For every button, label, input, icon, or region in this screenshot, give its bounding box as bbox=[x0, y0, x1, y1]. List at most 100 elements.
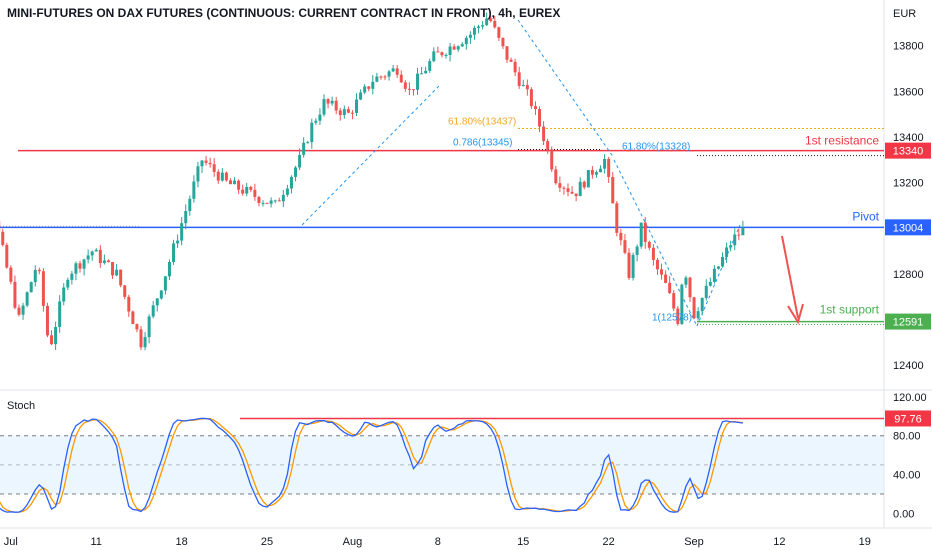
candle-body bbox=[436, 51, 440, 53]
stoch-tick-label: 120.00 bbox=[893, 392, 927, 404]
candle-body bbox=[460, 44, 464, 47]
candle-body bbox=[647, 241, 651, 248]
candle-body bbox=[570, 191, 574, 194]
candle-body bbox=[318, 114, 322, 121]
stoch-title: Stoch bbox=[7, 400, 35, 412]
stoch-tick-label: 40.00 bbox=[893, 470, 921, 482]
candle-body bbox=[302, 142, 306, 155]
candle-body bbox=[440, 52, 444, 56]
candle-body bbox=[33, 269, 37, 283]
time-tick-label: 25 bbox=[261, 536, 273, 548]
candle-body bbox=[233, 180, 237, 185]
candle-body bbox=[155, 298, 159, 306]
candle-body bbox=[237, 180, 241, 190]
chart-title: MINI-FUTURES ON DAX FUTURES (CONTINUOUS:… bbox=[7, 6, 560, 20]
candle-body bbox=[721, 256, 725, 267]
candle-body bbox=[269, 200, 273, 204]
candle-body bbox=[13, 281, 17, 308]
candle-body bbox=[493, 20, 497, 28]
candle-body bbox=[452, 46, 456, 50]
candle-body bbox=[533, 106, 537, 110]
candle-body bbox=[554, 169, 558, 184]
fib-label-0786: 0.786(13345) bbox=[453, 137, 513, 148]
stoch-k-line bbox=[0, 417, 743, 513]
candle-body bbox=[9, 267, 13, 282]
price-tick-label: 13600 bbox=[893, 86, 924, 98]
candle-body bbox=[582, 181, 586, 188]
candle-body bbox=[192, 181, 196, 199]
time-tick-label: 12 bbox=[773, 536, 785, 548]
candle-body bbox=[708, 281, 712, 286]
candle-body bbox=[342, 109, 346, 116]
candle-body bbox=[651, 247, 655, 260]
candle-body bbox=[468, 34, 472, 38]
support-label: 1st support bbox=[820, 303, 880, 317]
time-tick-label: 11 bbox=[90, 536, 101, 548]
candle-body bbox=[249, 186, 253, 190]
candle-body bbox=[619, 232, 623, 241]
resistance-price-tag: 13340 bbox=[893, 146, 924, 158]
price-tick-label: 13200 bbox=[893, 178, 924, 190]
candle-body bbox=[94, 249, 98, 252]
candle-body bbox=[509, 59, 513, 62]
candle-body bbox=[668, 282, 672, 294]
fib-label-618-right: 61.80%(13328) bbox=[622, 141, 690, 152]
candle-body bbox=[737, 234, 741, 236]
candle-body bbox=[21, 305, 25, 315]
candle-body bbox=[310, 122, 314, 143]
support-price-tag: 12591 bbox=[893, 317, 924, 329]
candle-body bbox=[220, 172, 224, 181]
candle-body bbox=[615, 203, 619, 233]
candle-body bbox=[326, 99, 330, 104]
candle-body bbox=[716, 266, 720, 269]
resistance-price-tag-bg bbox=[885, 142, 931, 159]
candle-body bbox=[574, 193, 578, 197]
swing-dashed-line bbox=[696, 224, 741, 327]
candle-body bbox=[590, 169, 594, 175]
candle-body bbox=[228, 180, 232, 185]
time-tick-label: Jul bbox=[4, 536, 18, 548]
candle-body bbox=[680, 284, 684, 324]
candle-body bbox=[363, 86, 367, 93]
time-tick-label: Sep bbox=[684, 536, 704, 548]
time-tick-label: 22 bbox=[602, 536, 614, 548]
fib-label-1: 1(12578) bbox=[652, 313, 692, 324]
candle-body bbox=[98, 249, 102, 264]
candle-body bbox=[314, 120, 318, 123]
stoch-tick-label: 0.00 bbox=[893, 508, 914, 520]
candle-body bbox=[444, 55, 448, 57]
candle-body bbox=[212, 164, 216, 172]
candle-body bbox=[538, 109, 542, 127]
candle-body bbox=[643, 222, 647, 242]
candle-body bbox=[428, 61, 432, 71]
candle-body bbox=[208, 162, 212, 165]
candle-body bbox=[41, 271, 45, 306]
candle-body bbox=[338, 110, 342, 116]
candle-body bbox=[391, 68, 395, 72]
currency-label: EUR bbox=[893, 8, 916, 20]
price-tick-label: 12400 bbox=[893, 360, 924, 372]
candle-body bbox=[86, 255, 90, 260]
candle-body bbox=[184, 211, 188, 224]
candle-body bbox=[489, 18, 493, 21]
swing-dashed-line bbox=[301, 84, 441, 226]
candle-body bbox=[485, 18, 489, 26]
candle-body bbox=[371, 81, 375, 89]
candle-body bbox=[477, 26, 481, 29]
candle-body bbox=[387, 71, 391, 77]
candle-body bbox=[416, 73, 420, 90]
candle-body bbox=[17, 307, 21, 315]
candle-body bbox=[29, 282, 33, 293]
stochastic-series bbox=[0, 417, 884, 513]
candle-body bbox=[196, 166, 200, 182]
time-tick-label: 8 bbox=[435, 536, 441, 548]
candle-body bbox=[420, 73, 424, 75]
candle-body bbox=[74, 263, 78, 274]
candle-body bbox=[566, 188, 570, 192]
candle-body bbox=[367, 86, 371, 89]
resistance-label: 1st resistance bbox=[805, 134, 879, 148]
candle-body bbox=[403, 82, 407, 89]
candle-body bbox=[350, 112, 354, 114]
annotation-lines bbox=[0, 19, 884, 327]
candle-body bbox=[517, 72, 521, 86]
